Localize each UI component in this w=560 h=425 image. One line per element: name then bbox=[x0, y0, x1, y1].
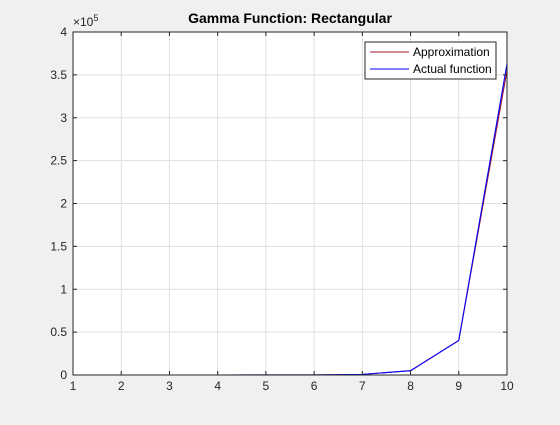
y-tick-label: 0 bbox=[60, 368, 67, 382]
grid-lines bbox=[73, 32, 507, 375]
y-exponent-base: ×10 bbox=[73, 15, 94, 29]
legend-label-approximation: Approximation bbox=[413, 45, 490, 59]
x-tick-label: 9 bbox=[455, 379, 462, 393]
y-tick-label: 2.5 bbox=[50, 154, 67, 168]
x-tick-label: 7 bbox=[359, 379, 366, 393]
x-tick-label: 6 bbox=[311, 379, 318, 393]
legend: Approximation Actual function bbox=[364, 41, 497, 80]
y-tick-label: 1.5 bbox=[50, 239, 67, 253]
y-exponent-power: 5 bbox=[93, 13, 98, 23]
x-tick-label: 8 bbox=[407, 379, 414, 393]
axis-ticks bbox=[72, 31, 508, 376]
x-tick-label: 1 bbox=[70, 379, 77, 393]
legend-label-actual-function: Actual function bbox=[413, 62, 492, 76]
x-tick-label: 5 bbox=[263, 379, 270, 393]
x-tick-label: 3 bbox=[166, 379, 173, 393]
x-tick-label: 2 bbox=[118, 379, 125, 393]
y-tick-label: 3.5 bbox=[50, 68, 67, 82]
y-tick-label: 1 bbox=[60, 282, 67, 296]
y-tick-label: 3 bbox=[60, 111, 67, 125]
y-tick-label: 4 bbox=[60, 25, 67, 39]
y-tick-label: 2 bbox=[60, 197, 67, 211]
x-tick-label: 4 bbox=[214, 379, 221, 393]
y-tick-label: 0.5 bbox=[50, 325, 67, 339]
axis-tick-labels: 1 2 3 4 5 6 7 8 9 10 0 0.5 1 1.5 2 2.5 3 3.5 4 bbox=[50, 25, 514, 393]
y-exponent-label: ×105 bbox=[73, 13, 98, 29]
x-tick-label: 10 bbox=[500, 379, 514, 393]
chart-title: Gamma Function: Rectangular bbox=[188, 10, 392, 26]
legend-box bbox=[364, 41, 497, 80]
